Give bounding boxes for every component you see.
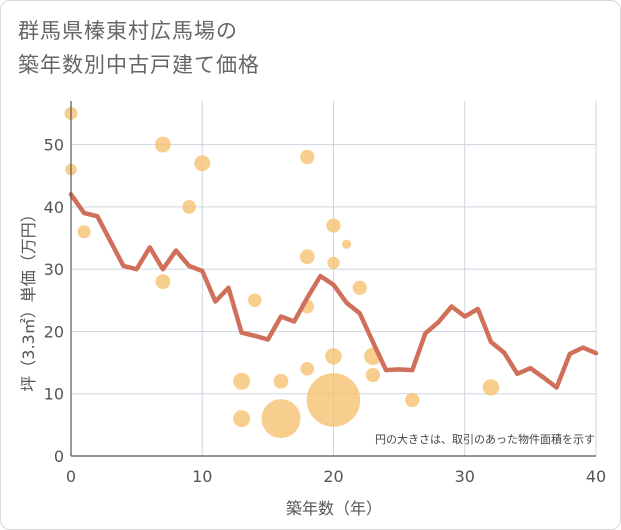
title-line-1: 群馬県榛東村広馬場の <box>18 19 238 43</box>
axes <box>70 101 596 457</box>
bubble-point-10 <box>273 373 289 389</box>
bubble-point-7 <box>233 372 251 390</box>
bubble-point-6 <box>194 155 211 172</box>
bubble-point-3 <box>154 136 171 153</box>
bubble-point-19 <box>306 373 361 427</box>
bubble-size-note: 円の大きさは、取引のあった物件面積を示す <box>375 432 595 446</box>
y-axis-label: 坪（3.3㎡）単価（万円） <box>19 206 38 391</box>
x-axis-label: 築年数（年） <box>286 499 382 518</box>
x-tick-label-20: 20 <box>323 467 343 486</box>
bubble-point-12 <box>300 149 315 165</box>
bubble-point-5 <box>182 200 196 214</box>
y-tick-label-40: 40 <box>44 198 64 217</box>
x-tick-label-0: 0 <box>66 467 76 486</box>
bubble-point-21 <box>352 280 367 295</box>
tick-labels: 0 10 20 30 40 0 10 20 30 40 50 <box>44 136 607 486</box>
y-tick-label-30: 30 <box>44 260 64 279</box>
bubble-point-11 <box>261 399 301 439</box>
bubble-point-8 <box>233 410 251 428</box>
bubble-point-20 <box>342 239 352 249</box>
bubble-point-24 <box>405 392 420 408</box>
bubble-point-9 <box>247 293 262 308</box>
bubble-layer <box>64 106 500 439</box>
bubble-point-2 <box>77 225 91 239</box>
y-tick-label-50: 50 <box>44 136 64 155</box>
bubble-point-17 <box>327 256 340 270</box>
y-tick-label-20: 20 <box>44 322 64 341</box>
average-line-layer <box>68 192 599 390</box>
bubble-point-25 <box>482 379 500 396</box>
bubble-point-4 <box>155 274 171 290</box>
x-tick-label-10: 10 <box>192 467 212 486</box>
bubble-point-13 <box>299 249 315 265</box>
bubble-point-16 <box>326 218 341 233</box>
bubble-point-23 <box>365 367 380 383</box>
title-line-2: 築年数別中古戸建て価格 <box>18 53 260 77</box>
x-tick-label-40: 40 <box>586 467 606 486</box>
y-tick-label-0: 0 <box>54 447 64 466</box>
average-price-line <box>68 192 599 390</box>
bubble-point-15 <box>300 361 315 376</box>
y-tick-label-10: 10 <box>44 385 64 404</box>
x-tick-label-30: 30 <box>455 467 475 486</box>
chart-title: 群馬県榛東村広馬場の 築年数別中古戸建て価格 <box>18 14 260 82</box>
bubble-point-18 <box>325 348 342 365</box>
